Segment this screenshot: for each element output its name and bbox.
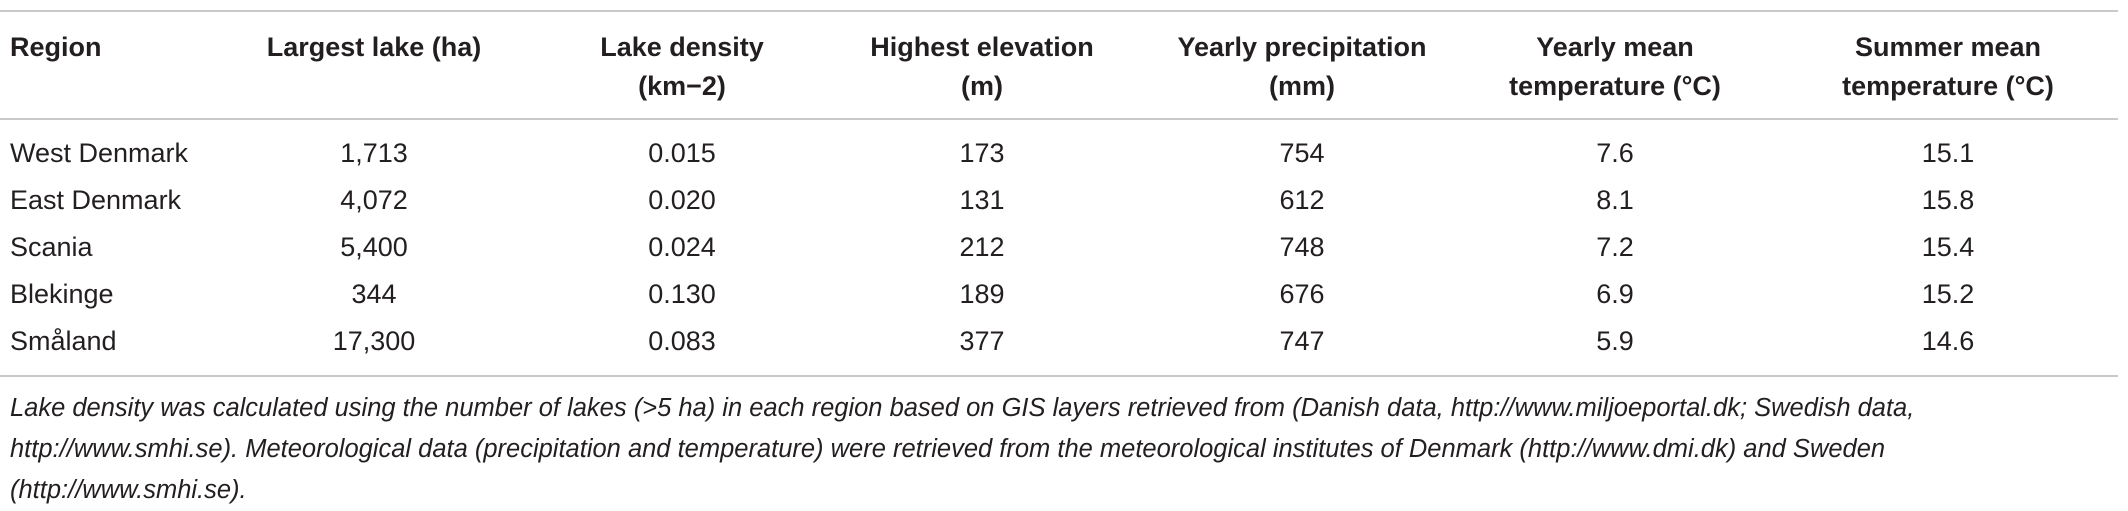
- table-row: Scania 5,400 0.024 212 748 7.2 15.4: [0, 224, 2118, 271]
- table-row: Blekinge 344 0.130 189 676 6.9 15.2: [0, 271, 2118, 318]
- table-cell-region: Scania: [10, 232, 93, 262]
- table-cell: 0.130: [648, 279, 716, 309]
- table-cell: 15.1: [1921, 138, 1975, 168]
- table-cell: 0.024: [648, 232, 716, 262]
- table-cell: 754: [1279, 138, 1325, 168]
- table-cell: 15.8: [1921, 185, 1975, 215]
- table-cell: 377: [959, 326, 1005, 356]
- table-row: East Denmark 4,072 0.020 131 612 8.1 15.…: [0, 177, 2118, 224]
- table-cell: 8.1: [1596, 185, 1634, 215]
- table-cell: 344: [351, 279, 397, 309]
- table-cell: 0.083: [648, 326, 716, 356]
- table-cell: 748: [1279, 232, 1325, 262]
- table-cell: 173: [959, 138, 1005, 168]
- table-cell-region: Småland: [10, 326, 117, 356]
- table-cell: 17,300: [332, 326, 416, 356]
- table-cell-region: East Denmark: [10, 185, 182, 215]
- table-cell: 15.4: [1921, 232, 1975, 262]
- column-header-summer-mean-temperature: Summer mean temperature (°C): [1842, 32, 2054, 101]
- table-cell: 612: [1279, 185, 1325, 215]
- table-cell: 0.015: [648, 138, 716, 168]
- table-cell: 1,713: [340, 138, 408, 168]
- header-row: Region Largest lake (ha) Lake density (km…: [0, 11, 2118, 119]
- column-header-yearly-mean-temperature: Yearly mean temperature (°C): [1509, 32, 1721, 101]
- table-cell: 0.020: [648, 185, 716, 215]
- table-footnote: Lake density was calculated using the nu…: [10, 394, 1915, 504]
- column-header-largest-lake: Largest lake (ha): [266, 32, 482, 62]
- column-header-highest-elevation: Highest elevation (m): [870, 32, 1094, 101]
- data-table: Region Largest lake (ha) Lake density (km…: [0, 10, 2118, 377]
- table-cell: 6.9: [1596, 279, 1634, 309]
- column-header-yearly-precipitation: Yearly precipitation (mm): [1177, 32, 1427, 101]
- table-cell-region: West Denmark: [10, 138, 189, 168]
- table-cell: 747: [1279, 326, 1325, 356]
- table-cell: 212: [959, 232, 1005, 262]
- column-header-region: Region: [10, 32, 102, 62]
- table-cell: 7.6: [1596, 138, 1634, 168]
- table-cell: 14.6: [1921, 326, 1975, 356]
- column-header-lake-density: Lake density (km−2): [600, 32, 764, 101]
- table-row: West Denmark 1,713 0.015 173 754 7.6 15.…: [0, 119, 2118, 177]
- table-cell: 131: [959, 185, 1005, 215]
- table-cell: 15.2: [1921, 279, 1975, 309]
- table-cell-region: Blekinge: [10, 279, 114, 309]
- table-row: Småland 17,300 0.083 377 747 5.9 14.6: [0, 318, 2118, 376]
- table-cell: 5.9: [1596, 326, 1634, 356]
- table-cell: 189: [959, 279, 1005, 309]
- table-cell: 4,072: [340, 185, 408, 215]
- table-cell: 5,400: [340, 232, 408, 262]
- table-cell: 7.2: [1596, 232, 1634, 262]
- table-cell: 676: [1279, 279, 1325, 309]
